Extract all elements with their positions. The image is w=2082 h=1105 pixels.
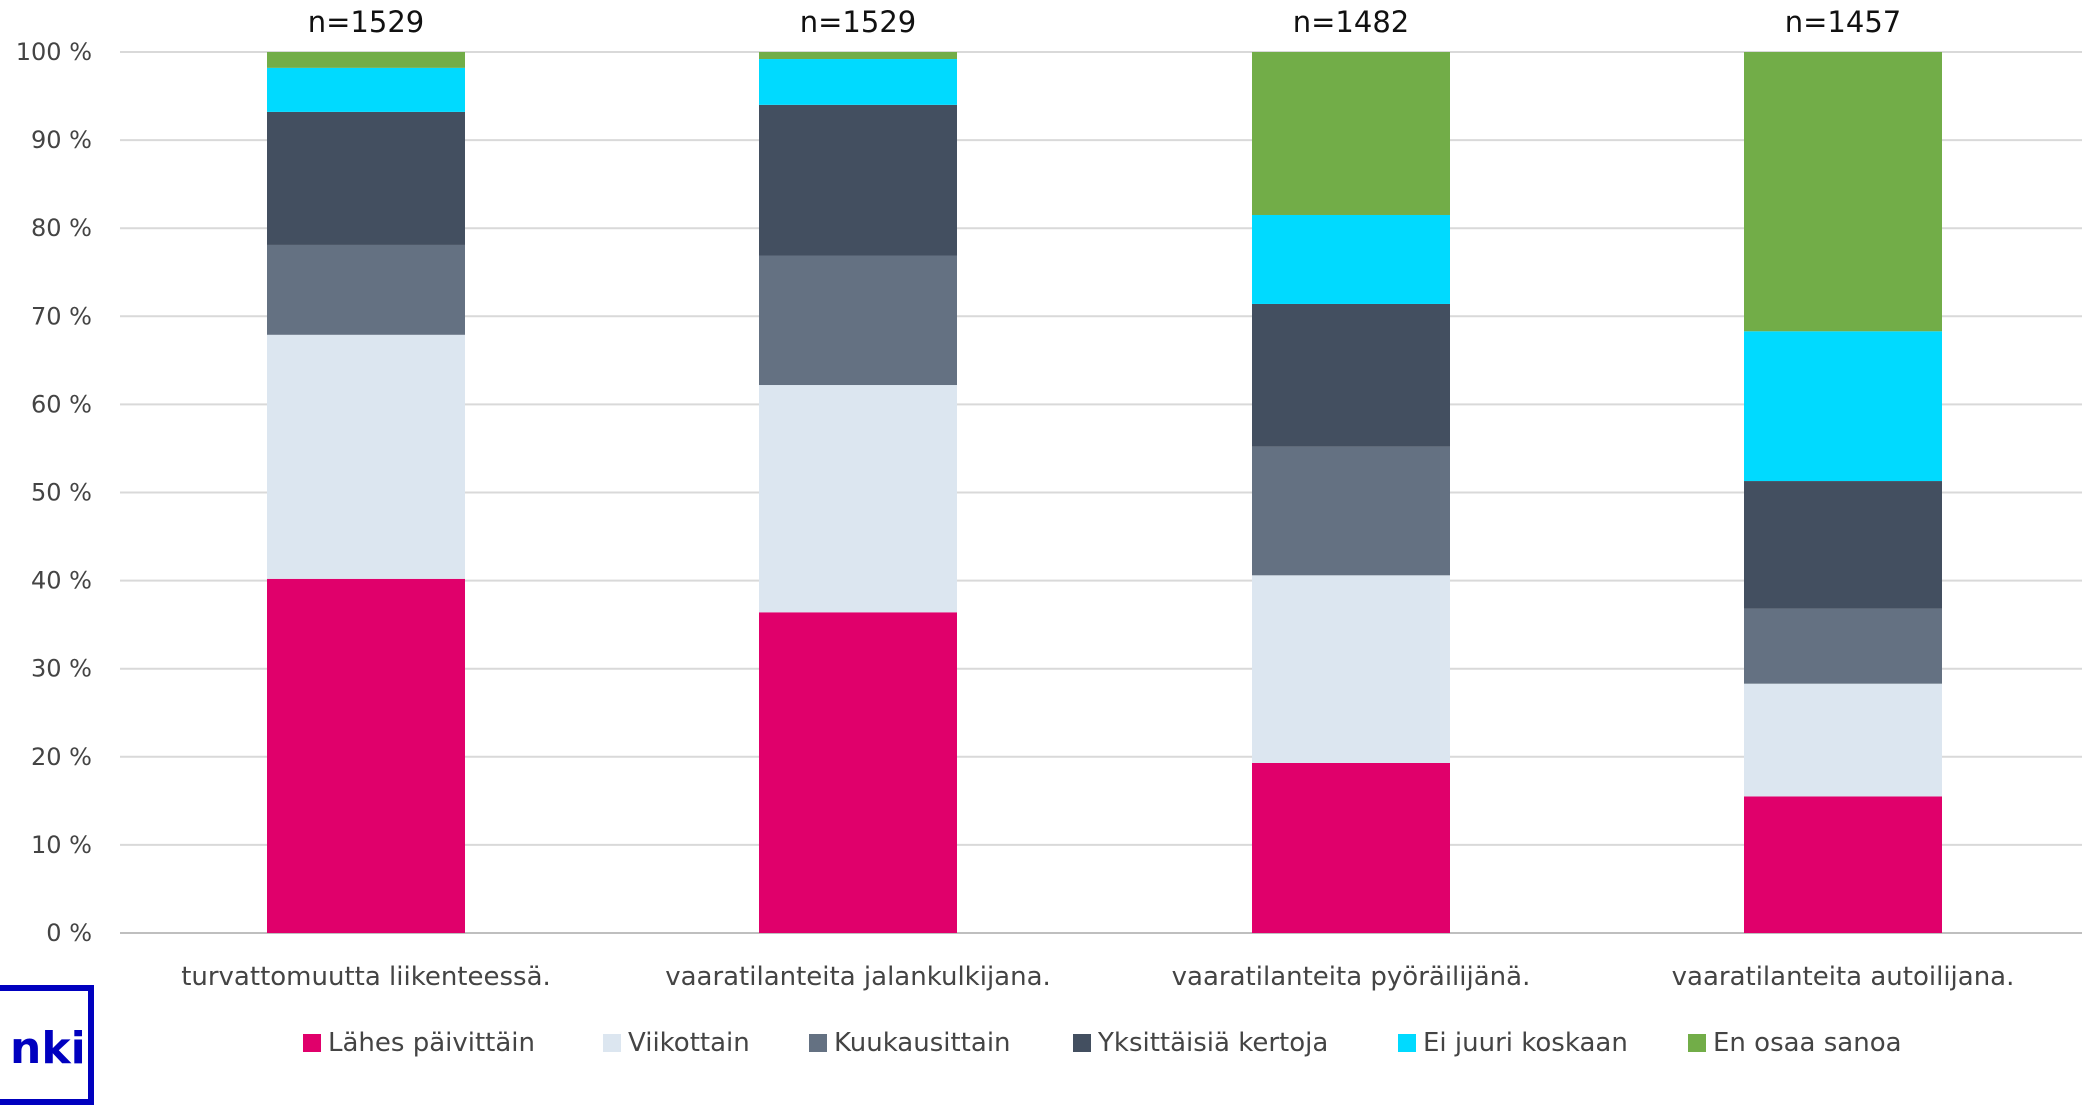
bar-segment <box>1744 683 1942 797</box>
bar-segment <box>1252 52 1450 215</box>
legend-item: Kuukausittain <box>809 1028 1011 1058</box>
legend-item: Lähes päivittäin <box>303 1028 535 1058</box>
y-tick-label: 20 % <box>31 743 92 771</box>
bar-segment <box>759 59 957 105</box>
y-tick-label: 0 % <box>46 919 92 947</box>
bar-segment <box>759 385 957 613</box>
bar-segment <box>1252 303 1450 447</box>
bar-segment <box>1252 446 1450 576</box>
y-axis-tick-labels: 0 % 10 % 20 % 30 % 40 % 50 % 60 % 70 % 80 % 90 % 1… <box>16 38 92 947</box>
y-tick-label: 80 % <box>31 214 92 242</box>
legend-item: Viikottain <box>603 1028 750 1058</box>
bar-segment <box>1744 52 1942 332</box>
bar-segment <box>759 255 957 386</box>
bar-segment <box>267 67 465 112</box>
legend-swatch <box>809 1034 827 1052</box>
sample-size-labels: n=1529 n=1529 n=1482 n=1457 <box>308 5 1901 39</box>
legend-label: Kuukausittain <box>834 1028 1011 1058</box>
legend-label: Viikottain <box>628 1028 750 1058</box>
bar-segment <box>1252 214 1450 304</box>
y-tick-label: 50 % <box>31 479 92 507</box>
stacked-bar-chart: 0 % 10 % 20 % 30 % 40 % 50 % 60 % 70 % 80 % 90 % 1… <box>16 5 2082 1058</box>
bar-segment <box>267 578 465 933</box>
legend-swatch <box>603 1034 621 1052</box>
legend-item: Ei juuri koskaan <box>1398 1028 1628 1058</box>
x-tick-label: vaaratilanteita autoilijana. <box>1672 962 2015 992</box>
x-axis-category-labels: turvattomuutta liikenteessä. vaaratilante… <box>181 962 2014 992</box>
bar-segment <box>267 244 465 335</box>
legend-swatch <box>1398 1034 1416 1052</box>
bar-segment <box>267 52 465 68</box>
bar-segment <box>1744 331 1942 482</box>
bars <box>267 52 1942 933</box>
bar-segment <box>1744 481 1942 609</box>
sample-size-label: n=1529 <box>800 5 916 39</box>
bar-segment <box>1252 575 1450 763</box>
sample-size-label: n=1482 <box>1293 5 1409 39</box>
bar-segment <box>1744 796 1942 933</box>
legend-label: Lähes päivittäin <box>328 1028 535 1058</box>
y-tick-label: 40 % <box>31 567 92 595</box>
y-tick-label: 10 % <box>31 831 92 859</box>
x-tick-label: vaaratilanteita jalankulkijana. <box>665 962 1051 992</box>
bar-segment <box>759 104 957 256</box>
x-tick-label: turvattomuutta liikenteessä. <box>181 962 551 992</box>
y-tick-label: 70 % <box>31 302 92 330</box>
y-tick-label: 90 % <box>31 126 92 154</box>
logo-text: nki <box>10 1023 86 1074</box>
y-tick-label: 60 % <box>31 390 92 418</box>
bar-segment <box>759 612 957 933</box>
sample-size-label: n=1529 <box>308 5 424 39</box>
legend-label: En osaa sanoa <box>1713 1028 1902 1058</box>
bar-segment <box>267 111 465 245</box>
legend-label: Yksittäisiä kertoja <box>1097 1028 1328 1058</box>
bar-segment <box>1252 762 1450 933</box>
legend-swatch <box>303 1034 321 1052</box>
bar-segment <box>267 334 465 579</box>
bar-segment <box>759 52 957 60</box>
x-tick-label: vaaratilanteita pyöräilijänä. <box>1172 962 1531 992</box>
legend: Lähes päivittäin Viikottain Kuukausittain Y… <box>303 1028 1902 1058</box>
sample-size-label: n=1457 <box>1785 5 1901 39</box>
y-tick-label: 30 % <box>31 655 92 683</box>
bar-segment <box>1744 608 1942 684</box>
legend-item: Yksittäisiä kertoja <box>1073 1028 1328 1058</box>
legend-item: En osaa sanoa <box>1688 1028 1902 1058</box>
y-tick-label: 100 % <box>16 38 92 66</box>
legend-swatch <box>1073 1034 1091 1052</box>
legend-label: Ei juuri koskaan <box>1423 1028 1628 1058</box>
legend-swatch <box>1688 1034 1706 1052</box>
logo: nki <box>0 985 94 1105</box>
